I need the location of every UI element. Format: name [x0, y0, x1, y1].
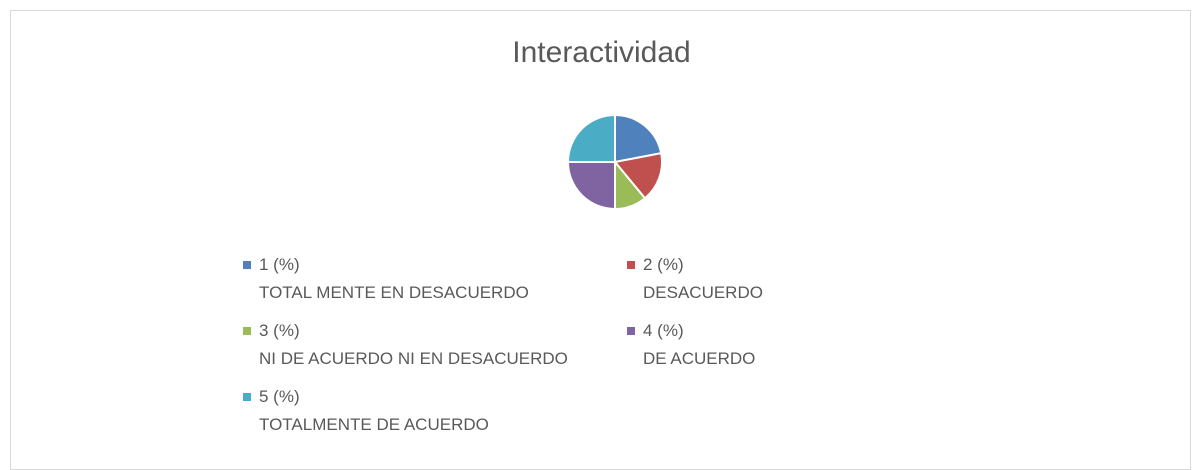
page: {"chart_data": {"type": "pie", "title": … [10, 10, 1191, 470]
legend-swatch [243, 327, 251, 335]
legend-swatch [243, 393, 251, 401]
legend-label: 5 (%) TOTALMENTE DE ACUERDO [259, 387, 489, 434]
legend-label: 1 (%) TOTAL MENTE EN DESACUERDO [259, 255, 529, 302]
pie-chart [566, 113, 663, 211]
chart-title: Interactividad [512, 36, 691, 69]
pie-slice [566, 113, 616, 163]
legend-swatch [627, 327, 635, 335]
legend-label: 2 (%) DESACUERDO [643, 255, 763, 302]
legend-swatch [627, 261, 635, 269]
legend-label: 3 (%) NI DE ACUERDO NI EN DESACUERDO [259, 321, 568, 368]
pie-slice [566, 161, 616, 211]
pie-slice [614, 113, 663, 164]
legend-swatch [243, 261, 251, 269]
legend-label: 4 (%) DE ACUERDO [643, 321, 756, 368]
